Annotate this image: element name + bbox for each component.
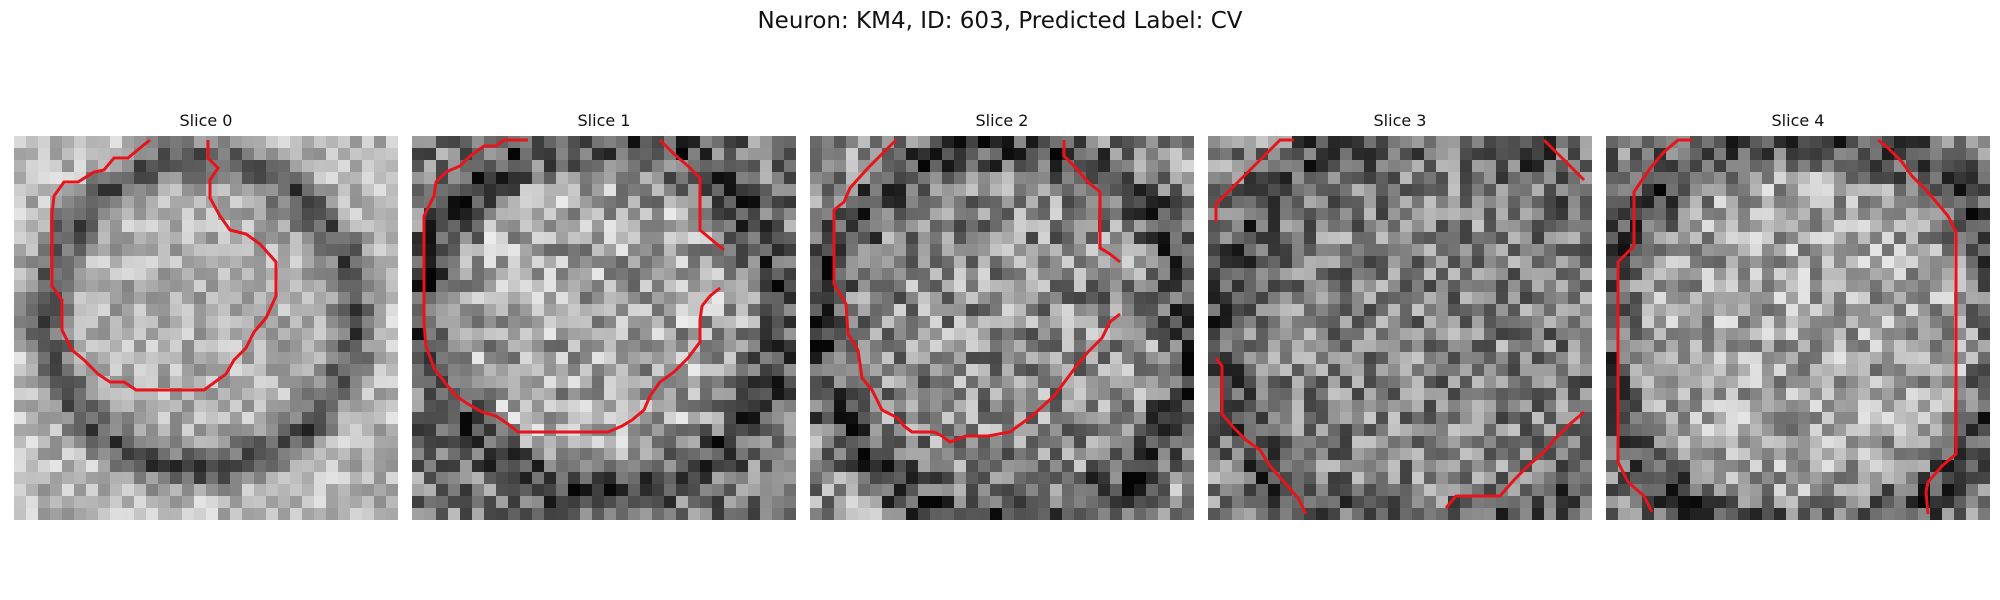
grayscale-patch (810, 136, 1194, 520)
segmentation-contour (1214, 138, 1586, 515)
segmentation-contour (422, 138, 725, 434)
slice-title: Slice 2 (975, 111, 1029, 130)
slice-panel-1: Slice 1 (412, 108, 796, 520)
slice-title: Slice 3 (1373, 111, 1427, 130)
slice-panel-3: Slice 3 (1208, 108, 1592, 520)
slice-image (1208, 136, 1592, 520)
slice-panel-0: Slice 0 (14, 108, 398, 520)
slice-image (810, 136, 1194, 520)
segmentation-contour (832, 138, 1121, 444)
slice-panel-2: Slice 2 (810, 108, 1194, 520)
slice-panel-4: Slice 4 (1606, 108, 1990, 520)
slice-image (1606, 136, 1990, 520)
grayscale-patch (1208, 136, 1592, 520)
slice-image (14, 136, 398, 520)
grayscale-patch (412, 136, 796, 520)
grayscale-patch (14, 136, 398, 520)
slice-title: Slice 4 (1771, 111, 1825, 130)
segmentation-contour (50, 138, 278, 392)
slice-image (412, 136, 796, 520)
figure-title: Neuron: KM4, ID: 603, Predicted Label: C… (757, 8, 1243, 34)
slice-title: Slice 0 (179, 111, 233, 130)
slice-title: Slice 1 (577, 111, 631, 130)
grayscale-patch (1606, 136, 1990, 520)
segmentation-contour (1616, 138, 1958, 515)
